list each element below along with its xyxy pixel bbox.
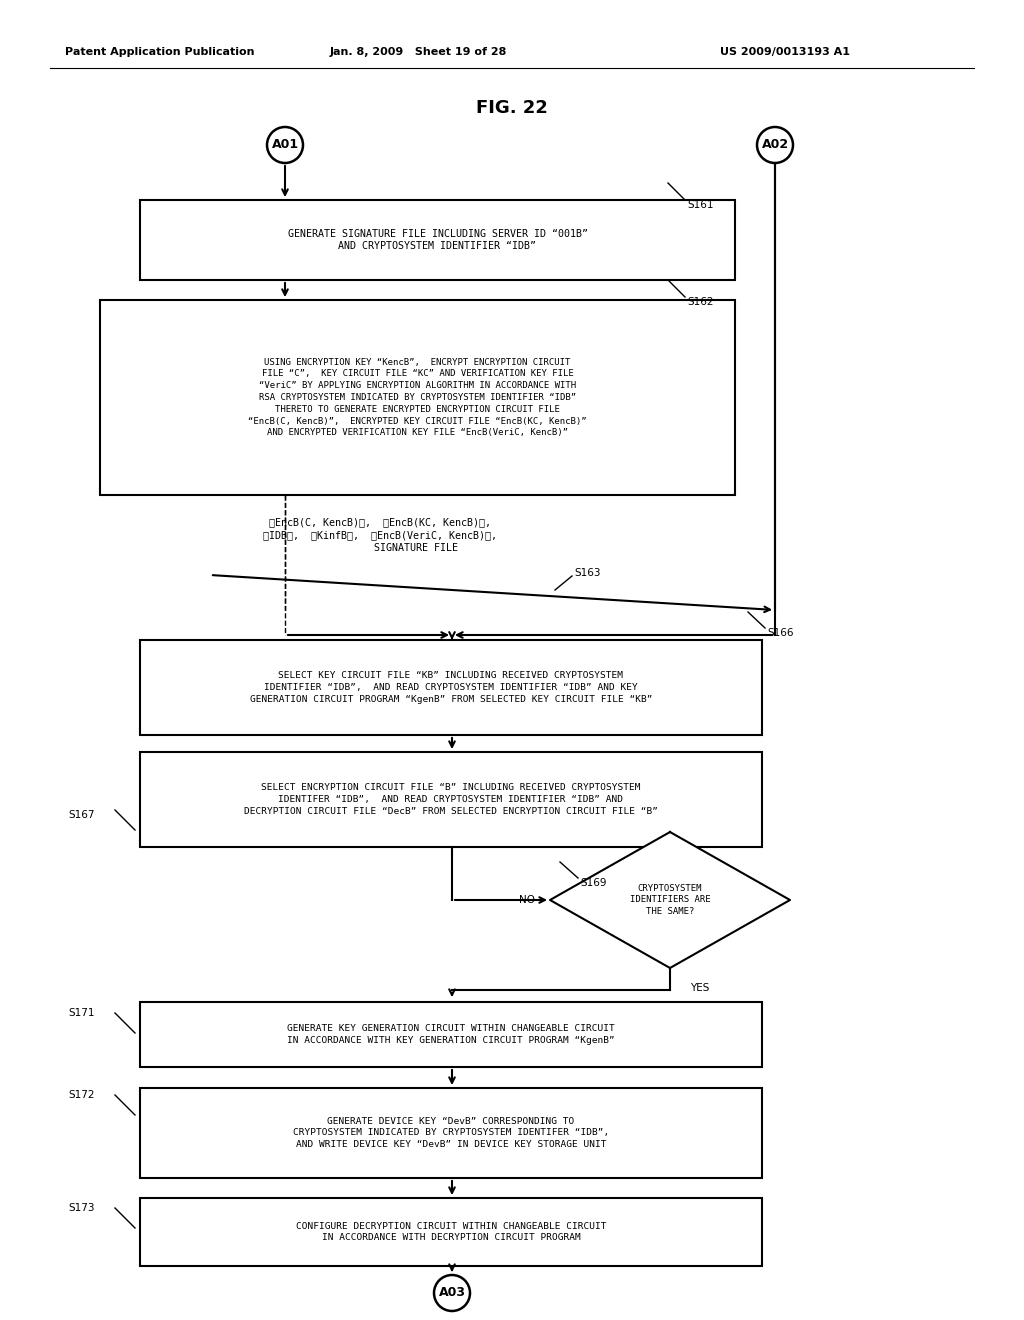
Text: S161: S161	[687, 201, 714, 210]
Text: A03: A03	[438, 1287, 466, 1299]
Text: S173: S173	[68, 1203, 94, 1213]
Text: YES: YES	[690, 983, 710, 993]
Circle shape	[267, 127, 303, 162]
Text: GENERATE DEVICE KEY “DevB” CORRESPONDING TO
CRYPTOSYSTEM INDICATED BY CRYPTOSYST: GENERATE DEVICE KEY “DevB” CORRESPONDING…	[293, 1117, 609, 1150]
FancyBboxPatch shape	[140, 1088, 762, 1177]
Text: US 2009/0013193 A1: US 2009/0013193 A1	[720, 48, 850, 57]
Text: CRYPTOSYSTEM
IDENTIFIERS ARE
THE SAME?: CRYPTOSYSTEM IDENTIFIERS ARE THE SAME?	[630, 884, 711, 916]
Text: 「EncB(C, KencB)」,  「EncB(KC, KencB)」,
「IDB」,  「KinfB」,  「EncB(VeriC, KencB)」,
  : 「EncB(C, KencB)」, 「EncB(KC, KencB)」, 「ID…	[263, 517, 497, 553]
Text: USING ENCRYPTION KEY “KencB”,  ENCRYPT ENCRYPTION CIRCUIT
FILE “C”,  KEY CIRCUIT: USING ENCRYPTION KEY “KencB”, ENCRYPT EN…	[248, 358, 587, 437]
Text: FIG. 22: FIG. 22	[476, 99, 548, 117]
Text: Jan. 8, 2009   Sheet 19 of 28: Jan. 8, 2009 Sheet 19 of 28	[330, 48, 507, 57]
Polygon shape	[550, 832, 790, 968]
Text: GENERATE SIGNATURE FILE INCLUDING SERVER ID “001B”
AND CRYPTOSYSTEM IDENTIFIER “: GENERATE SIGNATURE FILE INCLUDING SERVER…	[288, 228, 588, 251]
Text: S162: S162	[687, 297, 714, 308]
Text: A02: A02	[762, 139, 788, 152]
Text: A01: A01	[271, 139, 299, 152]
FancyBboxPatch shape	[140, 201, 735, 280]
Text: GENERATE KEY GENERATION CIRCUIT WITHIN CHANGEABLE CIRCUIT
IN ACCORDANCE WITH KEY: GENERATE KEY GENERATION CIRCUIT WITHIN C…	[287, 1024, 614, 1045]
Text: S166: S166	[767, 628, 794, 638]
Text: NO: NO	[519, 895, 535, 906]
Text: S163: S163	[574, 568, 600, 578]
Circle shape	[757, 127, 793, 162]
FancyBboxPatch shape	[140, 752, 762, 847]
Text: S169: S169	[580, 878, 606, 888]
Text: Patent Application Publication: Patent Application Publication	[65, 48, 255, 57]
FancyBboxPatch shape	[140, 1199, 762, 1266]
Text: CONFIGURE DECRYPTION CIRCUIT WITHIN CHANGEABLE CIRCUIT
IN ACCORDANCE WITH DECRYP: CONFIGURE DECRYPTION CIRCUIT WITHIN CHAN…	[296, 1221, 606, 1242]
FancyBboxPatch shape	[140, 640, 762, 735]
Text: S167: S167	[68, 810, 94, 820]
Text: SELECT ENCRYPTION CIRCUIT FILE “B” INCLUDING RECEIVED CRYPTOSYSTEM
IDENTIFER “ID: SELECT ENCRYPTION CIRCUIT FILE “B” INCLU…	[244, 783, 658, 816]
FancyBboxPatch shape	[100, 300, 735, 495]
Text: S172: S172	[68, 1090, 94, 1100]
Text: SELECT KEY CIRCUIT FILE “KB” INCLUDING RECEIVED CRYPTOSYSTEM
IDENTIFIER “IDB”,  : SELECT KEY CIRCUIT FILE “KB” INCLUDING R…	[250, 671, 652, 704]
Text: S171: S171	[68, 1008, 94, 1018]
FancyBboxPatch shape	[140, 1002, 762, 1067]
Circle shape	[434, 1275, 470, 1311]
